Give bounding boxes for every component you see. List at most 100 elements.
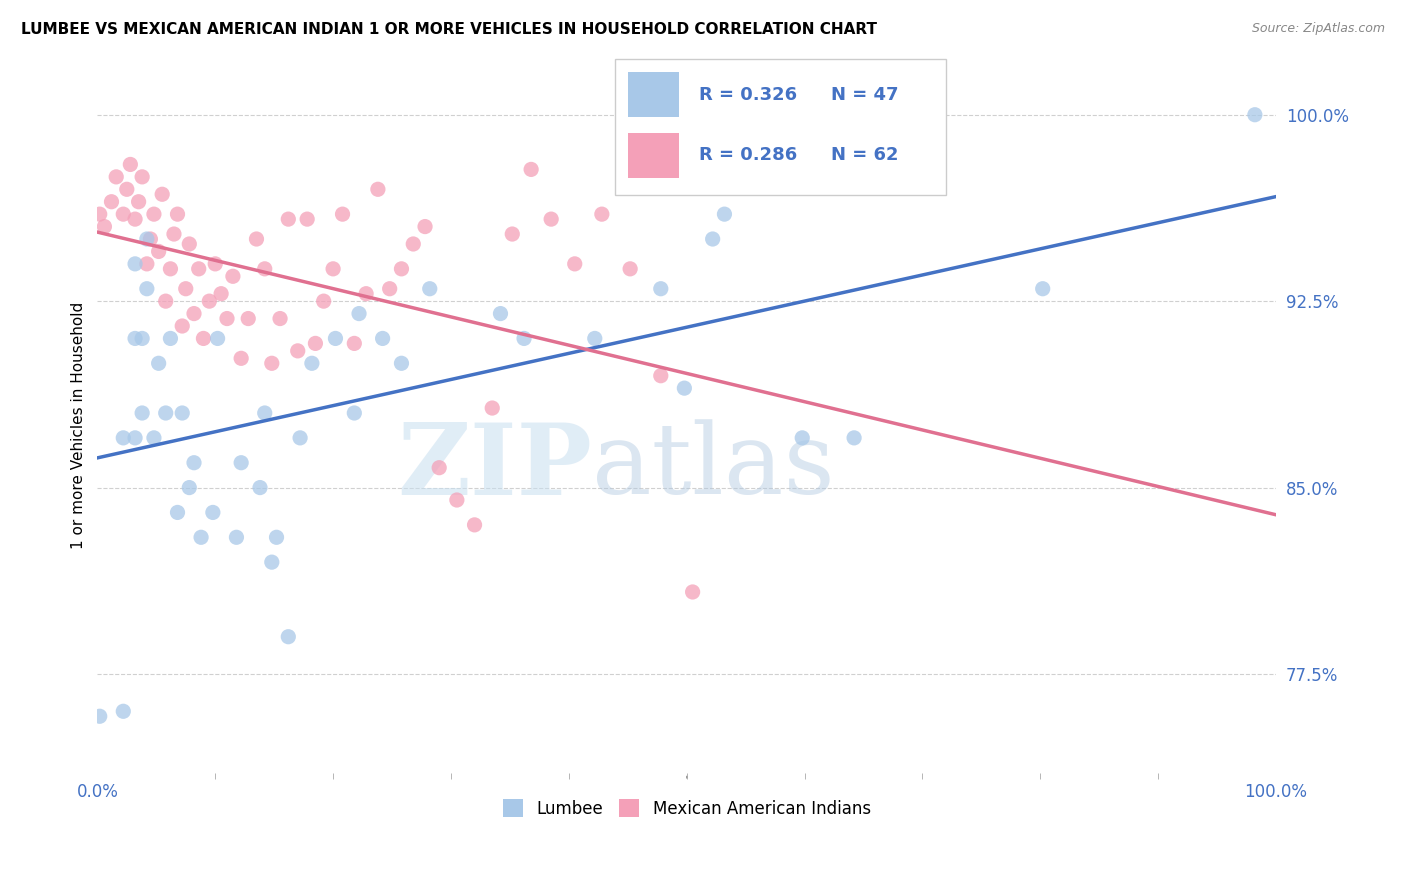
Point — [277, 212, 299, 227]
Point — [325, 331, 347, 345]
Point — [124, 331, 146, 345]
Point — [215, 311, 238, 326]
Point — [155, 406, 177, 420]
Point — [295, 212, 318, 227]
Text: LUMBEE VS MEXICAN AMERICAN INDIAN 1 OR MORE VEHICLES IN HOUSEHOLD CORRELATION CH: LUMBEE VS MEXICAN AMERICAN INDIAN 1 OR M… — [21, 22, 877, 37]
Point — [150, 187, 173, 202]
Point — [135, 232, 157, 246]
Point — [367, 182, 389, 196]
Point — [112, 207, 135, 221]
Point — [159, 331, 181, 345]
Point — [713, 207, 735, 221]
Point — [540, 212, 562, 227]
Point — [115, 182, 138, 196]
Point — [312, 294, 335, 309]
Point — [650, 282, 672, 296]
Point — [391, 261, 413, 276]
Point — [231, 456, 253, 470]
Point — [245, 232, 267, 246]
Point — [135, 282, 157, 296]
Point — [93, 219, 115, 234]
Point — [166, 207, 188, 221]
Point — [89, 709, 111, 723]
Text: N = 62: N = 62 — [831, 145, 898, 164]
Point — [159, 261, 181, 276]
Point — [591, 207, 613, 221]
Point — [1032, 282, 1054, 296]
Point — [139, 232, 162, 246]
Text: atlas: atlas — [592, 419, 835, 515]
Point — [225, 530, 247, 544]
Point — [238, 311, 260, 326]
Point — [142, 207, 165, 221]
Point — [301, 356, 323, 370]
Point — [277, 630, 299, 644]
Point — [413, 219, 436, 234]
Point — [231, 351, 253, 366]
Point — [124, 257, 146, 271]
Bar — [628, 133, 679, 178]
Point — [124, 212, 146, 227]
Point — [266, 530, 288, 544]
Point — [304, 336, 326, 351]
Text: N = 47: N = 47 — [831, 86, 898, 103]
Point — [287, 343, 309, 358]
Point — [187, 261, 209, 276]
Point — [682, 585, 704, 599]
Point — [131, 406, 153, 420]
Point — [347, 307, 370, 321]
Point — [172, 406, 194, 420]
Point — [222, 269, 245, 284]
Point — [427, 460, 450, 475]
Point — [209, 286, 232, 301]
Point — [172, 318, 194, 333]
Point — [204, 257, 226, 271]
Point — [253, 406, 276, 420]
Point — [135, 257, 157, 271]
Point — [166, 505, 188, 519]
Point — [269, 311, 291, 326]
Point — [112, 704, 135, 718]
Point — [100, 194, 122, 209]
Point — [489, 307, 512, 321]
Text: R = 0.286: R = 0.286 — [699, 145, 797, 164]
Point — [131, 169, 153, 184]
Point — [183, 456, 205, 470]
Point — [343, 336, 366, 351]
Point — [142, 431, 165, 445]
Bar — [628, 71, 679, 118]
Point — [179, 481, 201, 495]
Text: Source: ZipAtlas.com: Source: ZipAtlas.com — [1251, 22, 1385, 36]
Point — [260, 356, 283, 370]
Text: R = 0.326: R = 0.326 — [699, 86, 797, 103]
Point — [354, 286, 377, 301]
Point — [193, 331, 215, 345]
Point — [124, 431, 146, 445]
Point — [378, 282, 401, 296]
Point — [163, 227, 186, 241]
Point — [419, 282, 441, 296]
Point — [207, 331, 229, 345]
Point — [564, 257, 586, 271]
Point — [288, 431, 311, 445]
Point — [179, 237, 201, 252]
Point — [332, 207, 354, 221]
Point — [619, 261, 641, 276]
Point — [253, 261, 276, 276]
Point — [501, 227, 523, 241]
Point — [446, 493, 468, 508]
Point — [174, 282, 197, 296]
Point — [120, 157, 142, 171]
Point — [198, 294, 221, 309]
Point — [513, 331, 536, 345]
Point — [131, 331, 153, 345]
Text: ZIP: ZIP — [398, 418, 592, 516]
Point — [260, 555, 283, 569]
Point — [155, 294, 177, 309]
Point — [481, 401, 503, 415]
Point — [249, 481, 271, 495]
Point — [371, 331, 394, 345]
Point — [89, 207, 111, 221]
Point — [183, 307, 205, 321]
Legend: Lumbee, Mexican American Indians: Lumbee, Mexican American Indians — [496, 793, 877, 824]
